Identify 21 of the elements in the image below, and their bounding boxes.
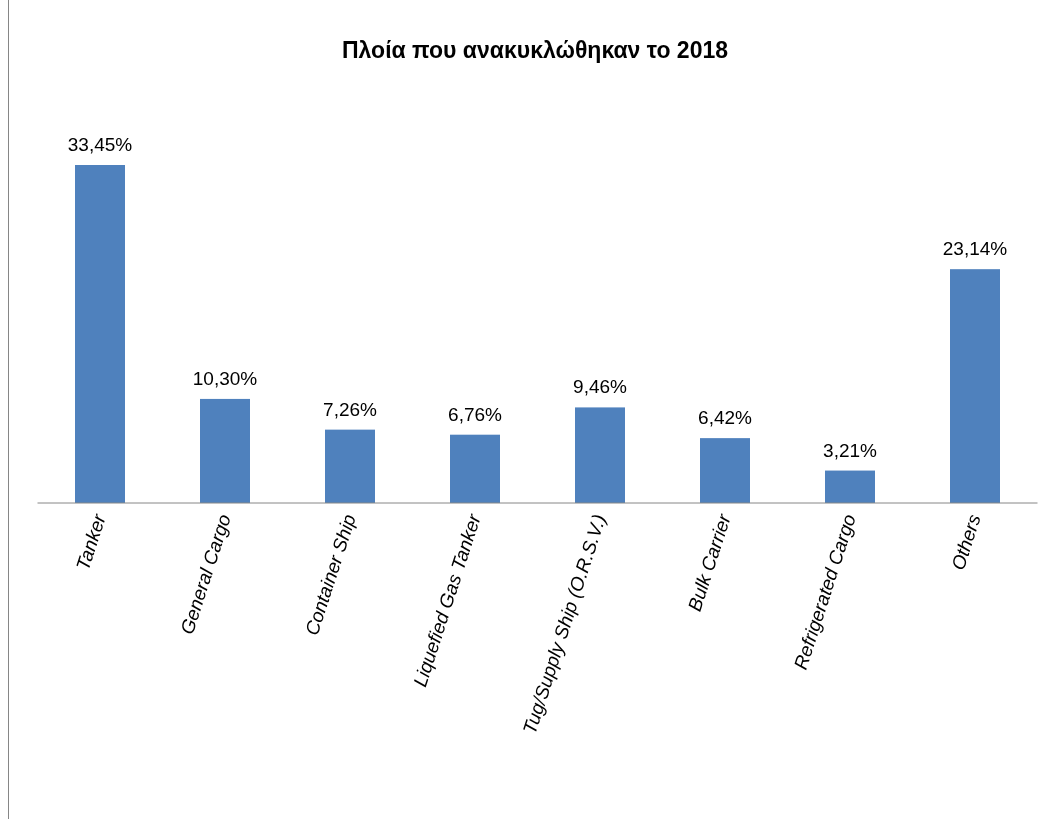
x-tick-label: Bulk Carrier	[683, 511, 736, 614]
data-label: 7,26%	[323, 398, 378, 420]
bar	[450, 434, 500, 503]
data-label: 23,14%	[942, 238, 1008, 260]
data-label: 3,21%	[823, 439, 878, 461]
bar	[75, 165, 125, 503]
bar	[325, 429, 375, 503]
bar	[700, 438, 750, 503]
bar	[575, 407, 625, 503]
data-label: 9,46%	[573, 376, 628, 398]
x-tick-label: Others	[947, 511, 985, 573]
bar	[950, 269, 1000, 503]
bar	[825, 470, 875, 503]
data-label: 6,76%	[448, 403, 503, 425]
data-label: 6,42%	[698, 407, 753, 429]
bar	[200, 398, 250, 503]
data-label: 33,45%	[67, 134, 133, 155]
data-label: 10,30%	[192, 367, 258, 389]
x-tick-label: Tanker	[72, 511, 111, 573]
chart-title: Πλοία που ανακυκλώθηκαν το 2018	[341, 37, 729, 63]
x-tick-label: General Cargo	[176, 511, 235, 637]
